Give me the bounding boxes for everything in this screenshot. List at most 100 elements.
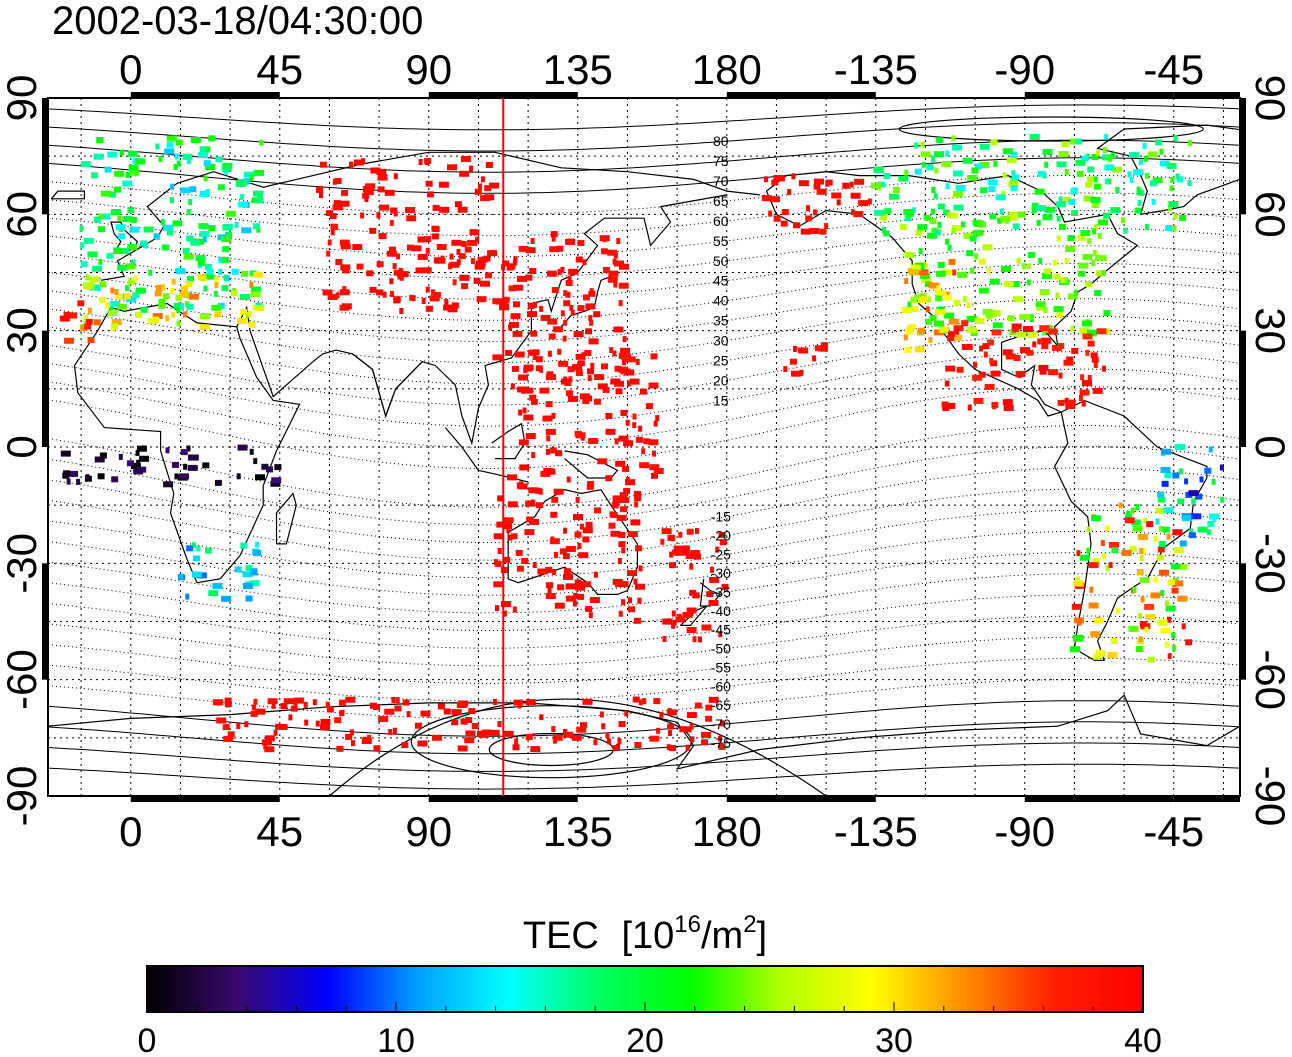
tec-cell	[920, 296, 928, 303]
tec-cell	[535, 356, 543, 363]
tec-cell	[978, 371, 986, 378]
lon-tick-label: 180	[692, 808, 762, 855]
tec-cell	[1082, 380, 1092, 387]
tec-cell	[64, 337, 74, 344]
tec-cell	[551, 287, 559, 293]
tec-cell	[327, 239, 332, 246]
tec-cell	[1073, 289, 1078, 296]
tec-cell	[528, 349, 533, 356]
tec-cell	[1036, 304, 1044, 311]
tec-cell	[622, 465, 629, 472]
tec-cell	[1058, 224, 1066, 230]
tec-cell	[706, 591, 714, 598]
tec-cell	[1000, 216, 1011, 222]
contour-label: 35	[713, 313, 729, 329]
tec-cell	[1138, 159, 1143, 166]
tec-cell	[1070, 646, 1080, 653]
tec-cell	[917, 328, 925, 335]
tec-cell	[179, 291, 190, 298]
tec-cell	[330, 229, 335, 236]
tec-cell	[489, 729, 500, 736]
tec-cell	[1042, 272, 1052, 279]
tec-cell	[461, 283, 469, 290]
tec-cell	[425, 180, 433, 187]
tec-cell	[139, 455, 150, 462]
tec-cell	[686, 627, 697, 633]
tec-cell	[1160, 627, 1171, 634]
tec-cell	[812, 209, 817, 216]
tec-cell	[1012, 174, 1019, 181]
tec-cell	[390, 207, 398, 214]
tec-cell	[117, 264, 128, 271]
tec-cell	[628, 597, 632, 604]
tec-cell	[603, 267, 610, 273]
tec-cell	[259, 139, 264, 146]
tec-cell	[542, 415, 553, 422]
tec-cell	[339, 200, 350, 207]
tec-cell	[607, 249, 618, 256]
tec-cell	[918, 248, 923, 255]
tec-cell	[1045, 206, 1055, 213]
tec-cell	[521, 558, 529, 564]
tec-cell	[1041, 343, 1049, 350]
tec-cell	[552, 734, 563, 741]
tec-cell	[255, 708, 266, 715]
tec-cell	[1055, 292, 1060, 299]
tec-cell	[589, 319, 594, 326]
tec-cell	[619, 263, 629, 270]
tec-cell	[485, 162, 493, 168]
tec-cell	[551, 412, 556, 419]
tec-cell	[625, 419, 630, 426]
tec-cell	[1143, 517, 1148, 524]
lon-tick-label: -45	[1143, 808, 1204, 855]
tec-cell	[417, 740, 428, 747]
tec-cell	[253, 223, 260, 230]
lat-tick-label: 30	[1247, 307, 1292, 354]
tec-cell	[1144, 223, 1149, 230]
tec-cell	[1153, 576, 1158, 583]
tec-cell	[186, 545, 194, 552]
tec-cell	[1069, 138, 1080, 145]
tec-cell	[643, 438, 651, 445]
tec-cell	[406, 711, 411, 718]
tec-cell	[873, 166, 884, 173]
tec-cell	[671, 535, 676, 542]
axis-tick-bars	[42, 92, 1246, 802]
tec-cell	[1075, 138, 1083, 145]
tec-cell	[1184, 478, 1189, 485]
lon-tick-label: -90	[994, 808, 1055, 855]
tec-cell	[962, 157, 973, 164]
tec-cell	[1013, 296, 1023, 303]
tec-cell	[581, 581, 592, 588]
tec-cell	[166, 229, 174, 236]
tec-cell	[183, 463, 188, 470]
tec-cell	[1096, 255, 1107, 262]
tec-cell	[617, 738, 622, 745]
tec-cell	[914, 346, 925, 353]
tec-cell	[576, 726, 587, 733]
tec-cell	[250, 291, 261, 298]
tec-cell	[236, 473, 241, 480]
tec-cell	[623, 488, 631, 494]
tec-cell	[618, 282, 629, 289]
tec-cell	[1065, 246, 1075, 253]
tec-cell	[199, 231, 210, 238]
tec-cell	[362, 736, 367, 743]
tec-cell	[1110, 638, 1118, 644]
lon-tick-label: 45	[256, 46, 303, 93]
tec-cell	[638, 699, 643, 706]
tec-cell	[689, 723, 694, 730]
tec-cell	[934, 320, 944, 327]
tec-cell	[1044, 268, 1052, 275]
tec-cell	[701, 624, 712, 631]
tec-cell	[671, 610, 676, 617]
tec-cell	[191, 571, 202, 578]
contour-line	[48, 351, 1240, 427]
tec-cell	[946, 211, 951, 218]
contour-label: -35	[711, 584, 731, 600]
tec-cell	[122, 216, 133, 223]
tec-cell	[1056, 215, 1061, 222]
tec-cell	[853, 211, 864, 218]
tec-cell	[650, 353, 658, 360]
tec-cell	[1090, 631, 1101, 638]
